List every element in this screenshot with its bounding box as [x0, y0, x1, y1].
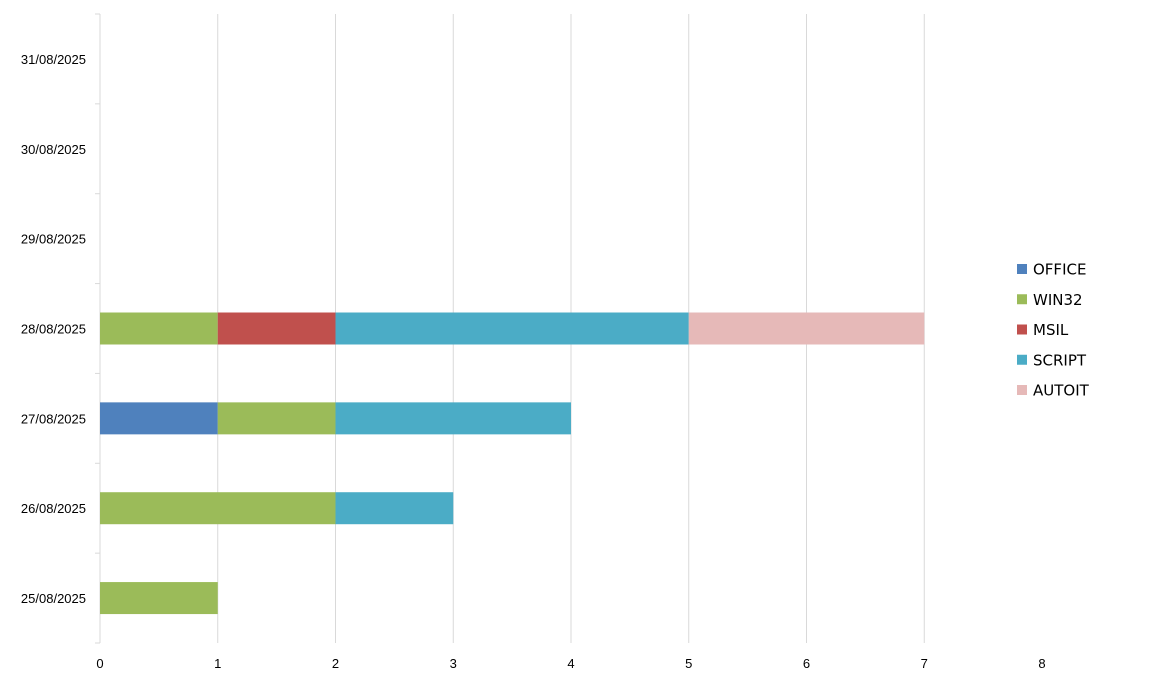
- legend-swatch: [1017, 294, 1027, 305]
- legend-item-office: OFFICE: [1017, 261, 1086, 279]
- legend-item-autoit: AUTOIT: [1017, 382, 1090, 400]
- legend-item-win32: WIN32: [1017, 291, 1083, 309]
- legend-label: SCRIPT: [1033, 351, 1087, 369]
- bars: [100, 312, 925, 615]
- x-tick-label: 7: [921, 656, 928, 671]
- legend: OFFICE WIN32 MSIL SCRIPT AUTOIT: [1017, 261, 1090, 400]
- x-tick-label: 3: [450, 656, 457, 671]
- legend-swatch: [1017, 354, 1027, 365]
- legend-swatch: [1017, 324, 1027, 335]
- bar-autoit-28-08-2025: [688, 312, 925, 345]
- legend-item-script: SCRIPT: [1017, 351, 1087, 369]
- x-tick-label: 8: [1038, 656, 1045, 671]
- bar-script-28-08-2025: [335, 312, 689, 345]
- bar-win32-26-08-2025: [100, 492, 336, 525]
- x-tick-label: 5: [685, 656, 692, 671]
- legend-label: OFFICE: [1033, 261, 1086, 279]
- bar-office-27-08-2025: [100, 402, 218, 435]
- x-tick-label: 4: [567, 656, 574, 671]
- bar-win32-27-08-2025: [217, 402, 336, 435]
- legend-label: WIN32: [1033, 291, 1083, 309]
- y-tick-label: 29/08/2025: [21, 232, 86, 247]
- legend-label: MSIL: [1033, 321, 1069, 339]
- y-tick-label: 28/08/2025: [21, 322, 86, 337]
- legend-label: AUTOIT: [1033, 382, 1090, 400]
- x-tick-label: 2: [332, 656, 339, 671]
- bar-script-26-08-2025: [335, 492, 454, 525]
- category-axis-tick-labels: 25/08/2025 26/08/2025 27/08/2025 28/08/2025…: [21, 52, 86, 606]
- bar-win32-28-08-2025: [100, 312, 218, 345]
- legend-swatch: [1017, 385, 1027, 395]
- category-axis: [95, 13, 101, 644]
- y-tick-label: 25/08/2025: [21, 591, 86, 606]
- bar-msil-28-08-2025: [217, 312, 336, 345]
- legend-swatch: [1017, 264, 1027, 274]
- y-tick-label: 31/08/2025: [21, 52, 86, 67]
- bar-script-27-08-2025: [335, 402, 571, 435]
- x-tick-label: 1: [214, 656, 221, 671]
- x-tick-label: 0: [96, 656, 103, 671]
- x-tick-label: 6: [803, 656, 810, 671]
- bar-win32-25-08-2025: [100, 582, 218, 615]
- legend-item-msil: MSIL: [1017, 321, 1069, 339]
- y-tick-label: 30/08/2025: [21, 142, 86, 157]
- y-tick-label: 26/08/2025: [21, 501, 86, 516]
- y-tick-label: 27/08/2025: [21, 411, 86, 426]
- value-axis-tick-labels: 0 1 2 3 4 5 6 7 8: [96, 656, 1045, 671]
